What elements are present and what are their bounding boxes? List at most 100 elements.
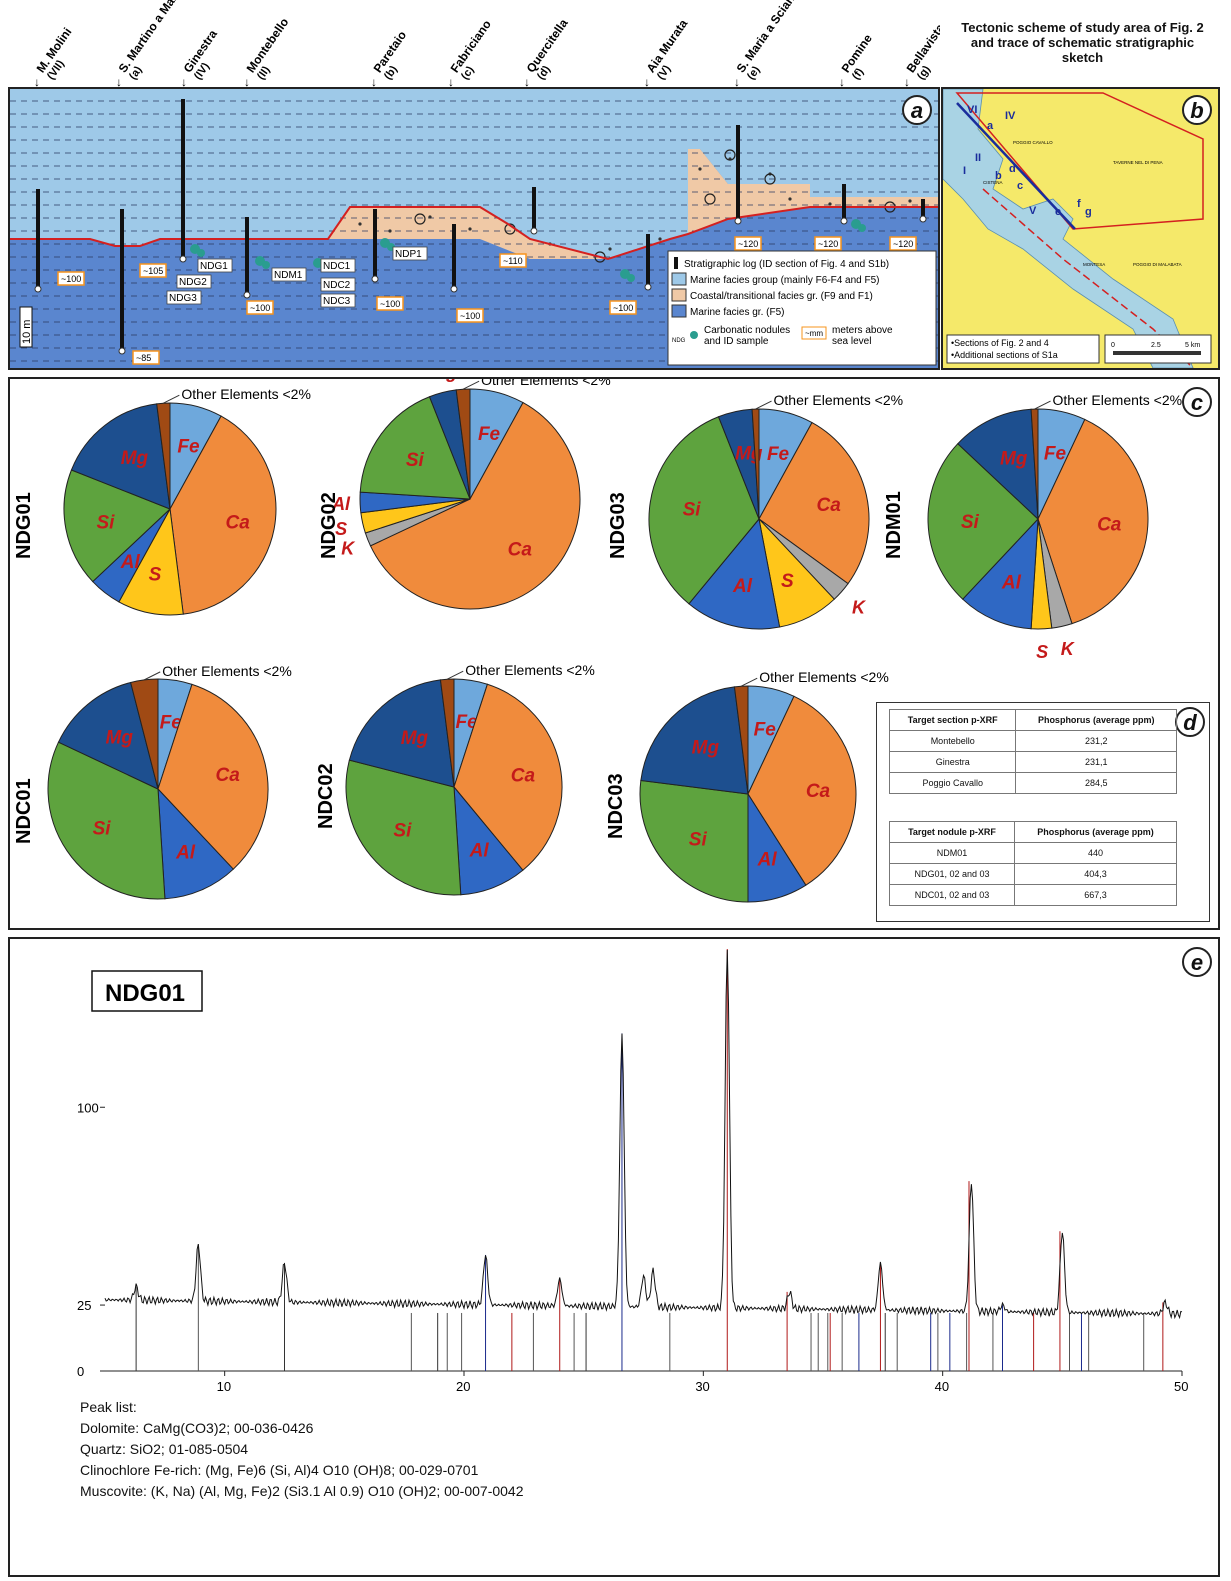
- legend-nodule-tag: NDG: [672, 338, 686, 344]
- table-cell: NDM01: [889, 842, 1015, 864]
- elevation-tag: [456, 308, 484, 323]
- elevation-label: ~85: [136, 353, 151, 363]
- legend-swatch: [671, 272, 687, 286]
- elevation-label: ~100: [380, 299, 400, 309]
- place-label: MONTESA: [1083, 262, 1105, 267]
- element-label: Ca: [508, 540, 533, 561]
- legend-box: [946, 334, 1100, 364]
- sample-label: NDC2: [323, 280, 351, 291]
- element-label: K: [341, 539, 356, 559]
- scale-label: 10 m: [21, 320, 33, 344]
- element-label: Si: [961, 512, 980, 533]
- elevation-label: ~100: [250, 303, 270, 313]
- sample-id-label: NDM01: [883, 491, 905, 559]
- section-label: a: [987, 120, 994, 132]
- element-label: Ca: [1097, 514, 1122, 535]
- arrow-down-icon: ↓: [116, 75, 122, 88]
- arrow-down-icon: ↓: [34, 75, 40, 88]
- element-label: Si: [689, 829, 708, 850]
- pebble-icon: [414, 213, 426, 225]
- element-label: K: [852, 597, 867, 617]
- other-elements-label: Other Elements <2%: [162, 663, 292, 679]
- pie-slice: [1030, 408, 1039, 520]
- coastal-dot: [358, 222, 362, 226]
- table-header-cell: Target section p-XRF: [888, 709, 1017, 731]
- pebble-icon: [594, 251, 606, 263]
- peak-list-title: Peak list:: [80, 1399, 137, 1415]
- element-label: Fe: [478, 424, 501, 445]
- pie-slice: [359, 396, 471, 500]
- pie-slice: [747, 695, 857, 886]
- x-tick-label: 40: [935, 1379, 949, 1394]
- panel-a-stratigraphic-sketch: ~100 ~85 ~105 ~100 ~100 ~100 ~110 ~100 ~120 ~120 ~…: [8, 87, 940, 370]
- elevation-label: ~105: [143, 266, 163, 276]
- legend-coastal: Coastal/transitional facies gr. (F9 and …: [690, 291, 873, 302]
- sample-label: NDG3: [169, 293, 197, 304]
- panel-d-table: d Target section p-XRF Phosphorus (averag…: [876, 702, 1210, 922]
- section-label: VI: [967, 104, 977, 116]
- table-cell: NDC01, 02 and 03: [889, 884, 1015, 906]
- pie-slice: [688, 517, 781, 630]
- element-label: Si: [393, 821, 412, 842]
- element-label: Ca: [226, 512, 251, 533]
- legend-asl: meters above: [832, 325, 893, 336]
- element-label: Al: [732, 576, 753, 597]
- sample-id-label: NDC01: [13, 778, 35, 844]
- coastal-dot: [388, 229, 392, 233]
- coastal-dot: [788, 197, 792, 201]
- panel-a-letter: a: [902, 95, 932, 125]
- scale-label: 5 km: [1185, 342, 1200, 349]
- element-label: Fe: [160, 713, 183, 734]
- coastal-dot: [908, 199, 912, 203]
- leader-line: [163, 394, 180, 404]
- scale-box: [1104, 334, 1212, 364]
- arrow-down-icon: ↓: [448, 75, 454, 88]
- elevation-tag: [814, 236, 842, 251]
- table-header-row: Target nodule p-XRF Phosphorus (average p…: [889, 821, 1178, 843]
- pebble-icon: [704, 193, 716, 205]
- pie-slice: [57, 681, 159, 790]
- elevation-label: ~100: [613, 303, 633, 313]
- y-tick-label: 100: [77, 1100, 99, 1115]
- arrow-down-icon: ↓: [734, 75, 740, 88]
- y-tick-label: 25: [77, 1298, 91, 1313]
- locality-label: S. Maria a Sciano(e): [734, 0, 802, 82]
- marine-upper-facies: [10, 89, 938, 259]
- sample-label: NDM1: [274, 270, 303, 281]
- pie-slice: [455, 388, 471, 500]
- table-cell: 404,3: [1013, 863, 1178, 885]
- legend-box: [667, 250, 937, 366]
- peak-list-item: Dolomite: CaMg(CO3)2; 00-036-0426: [80, 1420, 314, 1436]
- elevation-label: ~100: [460, 311, 480, 321]
- log-base-marker: [243, 291, 251, 299]
- log-base-marker: [919, 215, 927, 223]
- fault-line: [982, 188, 1194, 369]
- leader-line: [755, 400, 772, 410]
- sample-id-label: NDC03: [605, 773, 627, 839]
- table-row: Poggio Cavallo 284,5: [888, 772, 1177, 794]
- scale-bar: [1113, 351, 1201, 355]
- locality-name: S. Maria a Sciano: [734, 0, 802, 75]
- elevation-tag: [499, 253, 527, 268]
- locality-name: Fabriciano: [448, 17, 494, 75]
- legend-swatch: [671, 288, 687, 302]
- sample-label: NDP1: [395, 249, 422, 260]
- element-label: Ca: [511, 765, 536, 786]
- element-label: Si: [683, 499, 702, 520]
- peak-list: Peak list: Dolomite: CaMg(CO3)2; 00-036-…: [80, 1397, 524, 1502]
- peak-list-item: Quartz: SiO2; 01-085-0504: [80, 1441, 249, 1457]
- arrow-down-icon: ↓: [904, 75, 910, 88]
- pie-slice: [70, 403, 171, 510]
- element-label: Mg: [692, 738, 720, 759]
- legend-additional: •Additional sections of S1a: [951, 350, 1058, 360]
- table-row: NDM01 440: [889, 842, 1178, 864]
- chart-title: NDG01: [105, 980, 185, 1007]
- element-label: Si: [96, 512, 115, 533]
- panel-c-letter: c: [1182, 387, 1212, 417]
- legend-log-swatch: [674, 257, 678, 269]
- element-label: Mg: [401, 728, 429, 749]
- log-base-marker: [371, 275, 379, 283]
- other-elements-label: Other Elements <2%: [481, 379, 611, 388]
- diffractogram-trace: [104, 949, 1183, 1320]
- table-cell: NDG01, 02 and 03: [889, 863, 1015, 885]
